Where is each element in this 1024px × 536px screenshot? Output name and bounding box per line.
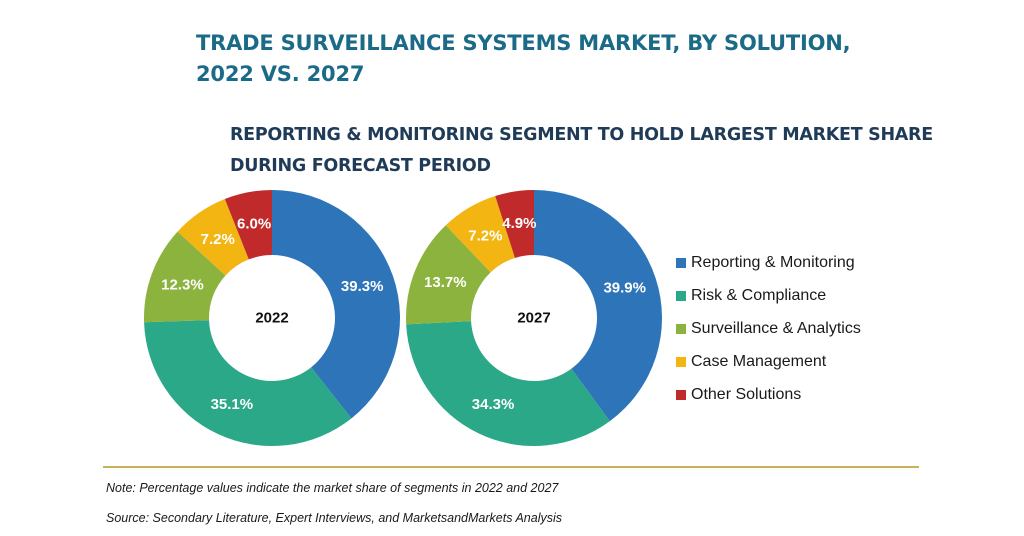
slice-2022-reporting-and-monitoring [272,190,401,419]
chart-subtitle-line-1: REPORTING & MONITORING SEGMENT TO HOLD L… [230,125,933,145]
legend-swatch-other-solutions [676,389,686,400]
legend-label-other-solutions: Other Solutions [691,385,802,403]
data-label-2022-risk-and-compliance: 35.1% [211,396,254,413]
data-label-2022-other-solutions: 6.0% [237,216,271,233]
legend-label-case-management: Case Management [691,352,827,370]
source-text: Source: Secondary Literature, Expert Int… [106,511,562,525]
divider-line [103,466,919,468]
data-label-2027-reporting-and-monitoring: 39.9% [603,280,646,297]
legend-item-surveillance-and-analytics: Surveillance & Analytics [676,312,861,345]
slice-2027-other-solutions [495,190,534,258]
legend-swatch-reporting-and-monitoring [676,257,686,268]
legend-item-reporting-and-monitoring: Reporting & Monitoring [676,246,861,279]
legend-swatch-case-management [676,356,686,367]
center-label-2027: 2027 [517,310,550,327]
chart-subtitle-line-2: DURING FORECAST PERIOD [230,156,491,176]
chart-title-line-2: 2022 VS. 2027 [196,62,365,86]
legend-swatch-risk-and-compliance [676,290,686,301]
slice-2027-risk-and-compliance [406,321,610,446]
legend: Reporting & Monitoring Risk & Compliance S… [676,246,861,411]
data-label-2027-surveillance-and-analytics: 13.7% [424,274,467,291]
center-label-2022: 2022 [255,310,288,327]
slice-2027-case-management [445,196,515,273]
slice-2027-reporting-and-monitoring [534,190,662,422]
data-label-2027-other-solutions: 4.9% [502,215,536,232]
data-label-2027-case-management: 7.2% [468,227,502,244]
legend-item-case-management: Case Management [676,345,861,378]
note-text: Note: Percentage values indicate the mar… [106,481,559,495]
data-label-2022-surveillance-and-analytics: 12.3% [161,276,204,293]
legend-label-risk-and-compliance: Risk & Compliance [691,286,827,304]
legend-swatch-surveillance-and-analytics [676,323,686,334]
chart-title: TRADE SURVEILLANCE SYSTEMS MARKET, BY SO… [196,28,851,90]
slice-2022-other-solutions [224,190,272,260]
legend-label-surveillance-and-analytics: Surveillance & Analytics [691,319,861,337]
data-label-2022-case-management: 7.2% [201,231,235,248]
chart-title-line-1: TRADE SURVEILLANCE SYSTEMS MARKET, BY SO… [196,31,851,55]
slice-2022-case-management [177,199,249,276]
legend-item-other-solutions: Other Solutions [676,378,861,411]
legend-item-risk-and-compliance: Risk & Compliance [676,279,861,312]
slice-2027-surveillance-and-analytics [406,225,491,325]
legend-label-reporting-and-monitoring: Reporting & Monitoring [691,253,855,271]
data-label-2027-risk-and-compliance: 34.3% [472,396,515,413]
slice-2022-risk-and-compliance [144,320,352,446]
data-label-2022-reporting-and-monitoring: 39.3% [341,278,384,295]
slice-2022-surveillance-and-analytics [144,231,226,323]
chart-subtitle: REPORTING & MONITORING SEGMENT TO HOLD L… [230,120,933,182]
